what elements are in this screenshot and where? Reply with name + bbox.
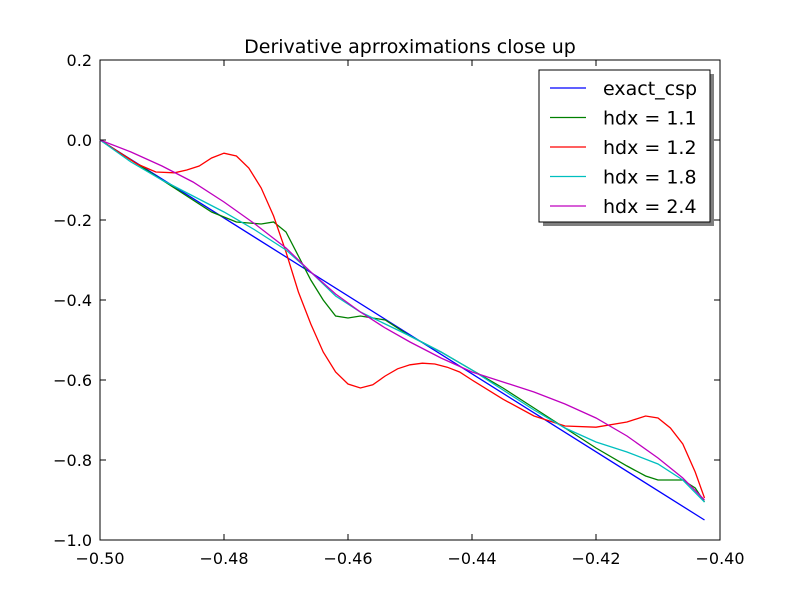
- y-tick-label: −0.2: [53, 211, 92, 230]
- y-tick-label: −0.8: [53, 451, 92, 470]
- x-tick-label: −0.48: [199, 549, 248, 568]
- legend-label-3: hdx = 1.8: [603, 167, 697, 189]
- legend-label-1: hdx = 1.1: [603, 108, 697, 130]
- x-tick-label: −0.46: [323, 549, 372, 568]
- chart-title: Derivative aprroximations close up: [244, 36, 576, 58]
- y-tick-label: 0.0: [67, 131, 92, 150]
- axis-ticks: −0.50 −0.48 −0.46 −0.44 −0.42 −0.40 0.2 0.0 −0.2…: [53, 51, 744, 568]
- x-tick-label: −0.40: [695, 549, 744, 568]
- y-tick-label: 0.2: [67, 51, 92, 70]
- series-line-4: [99, 139, 705, 501]
- series-layer: [99, 139, 706, 521]
- legend-box: [538, 69, 711, 223]
- y-tick-label: −0.4: [53, 291, 92, 310]
- x-tick-label: −0.42: [571, 549, 620, 568]
- legend-label-0: exact_csp: [603, 78, 697, 100]
- series-line-3: [99, 139, 705, 503]
- y-tick-label: −0.6: [53, 371, 92, 390]
- series-line-1: [99, 139, 706, 503]
- x-tick-label: −0.50: [75, 549, 124, 568]
- legend-label-2: hdx = 1.2: [603, 137, 697, 159]
- y-tick-label: −1.0: [53, 531, 92, 550]
- series-line-0: [99, 139, 705, 521]
- x-tick-label: −0.44: [447, 549, 496, 568]
- legend-label-4: hdx = 2.4: [603, 196, 697, 218]
- series-line-2: [99, 139, 706, 499]
